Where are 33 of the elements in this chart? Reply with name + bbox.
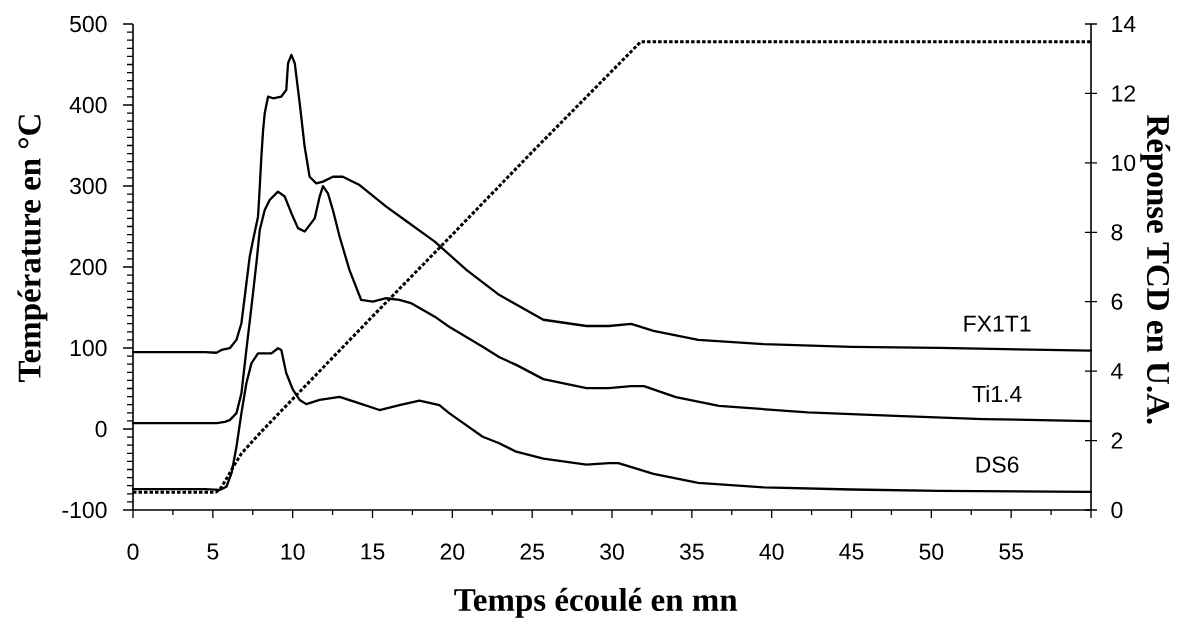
x-tick-label: 30 — [600, 543, 624, 560]
x-tick-label: 15 — [361, 543, 385, 560]
x-tick-label: 50 — [919, 543, 944, 560]
y-tick-label: 300 — [69, 177, 107, 195]
y2-axis-title: Réponse TCD en U.A. — [1140, 115, 1171, 424]
x-tick-label: 0 — [127, 543, 139, 560]
x-tick-label: 10 — [281, 543, 305, 560]
x-tick-label: 20 — [440, 543, 465, 560]
y2-tick-label: 6 — [1111, 293, 1123, 310]
y-axis-title: Température en °C — [17, 115, 48, 382]
y-tick-label: 500 — [70, 15, 107, 33]
y2-tick-label: 10 — [1112, 154, 1136, 171]
x-tick-label: 45 — [839, 543, 864, 560]
y2-tick-label: 4 — [1111, 363, 1123, 380]
x-tick-label: 40 — [759, 543, 784, 560]
y2-tick-label: 14 — [1112, 16, 1136, 32]
y2-tick-label: 12 — [1112, 85, 1135, 102]
series-label: FX1T1 — [964, 315, 1031, 332]
y-tick-label: 400 — [69, 96, 107, 114]
y-tick-label: 200 — [70, 258, 107, 276]
x-tick-label: 5 — [207, 543, 219, 560]
y-tick-label: 0 — [95, 420, 107, 438]
x-tick-label: 35 — [679, 543, 704, 560]
x-tick-label: 25 — [520, 543, 544, 560]
x-axis-title: Temps écoulé en mn — [454, 587, 738, 618]
y-tick-label: -100 — [62, 501, 107, 519]
x-tick-label: 55 — [999, 543, 1023, 560]
y-tick-label: 100 — [70, 339, 107, 357]
y2-tick-label: 2 — [1111, 432, 1123, 449]
series-label: DS6 — [976, 456, 1019, 473]
y2-tick-label: 8 — [1111, 224, 1123, 241]
y2-tick-label: 0 — [1111, 501, 1123, 519]
series-label: Ti1.4 — [972, 385, 1022, 402]
